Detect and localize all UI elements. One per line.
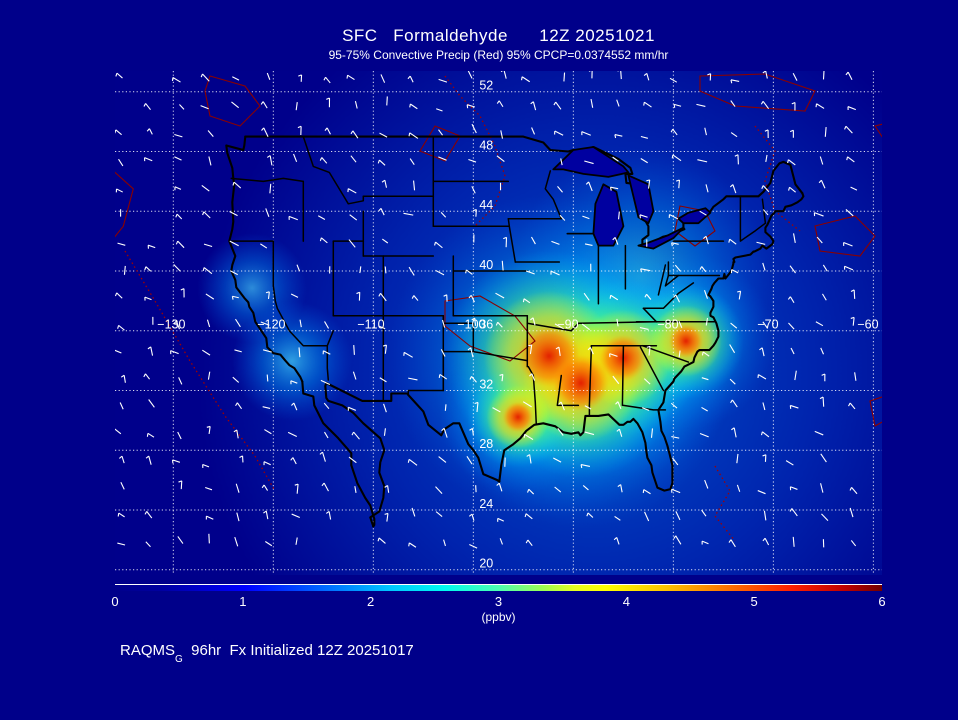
svg-text:48: 48	[479, 138, 493, 152]
svg-text:−100: −100	[457, 318, 485, 332]
svg-text:40: 40	[479, 258, 493, 272]
svg-text:32: 32	[479, 377, 493, 391]
svg-text:44: 44	[479, 198, 493, 212]
svg-text:−70: −70	[757, 318, 778, 332]
svg-text:−80: −80	[657, 318, 678, 332]
svg-text:28: 28	[479, 437, 493, 451]
svg-text:−60: −60	[857, 318, 878, 332]
svg-text:−110: −110	[357, 318, 384, 332]
svg-text:52: 52	[479, 79, 493, 93]
svg-text:20: 20	[479, 557, 493, 571]
svg-text:−130: −130	[157, 318, 185, 332]
svg-text:−90: −90	[557, 318, 578, 332]
svg-text:24: 24	[479, 497, 493, 511]
svg-text:−120: −120	[257, 318, 285, 332]
